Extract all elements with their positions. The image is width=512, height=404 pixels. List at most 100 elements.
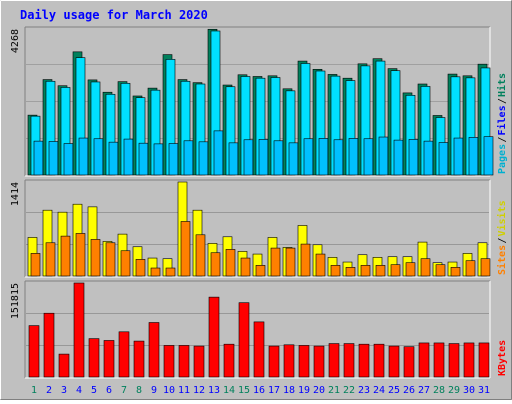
bar-kbytes-day-16 — [253, 321, 265, 378]
bar-sites-day-28 — [435, 264, 446, 277]
bar-kbytes-day-10 — [163, 345, 175, 378]
bar-pages-day-14 — [228, 142, 239, 176]
chart-title: Daily usage for March 2020 — [20, 8, 208, 22]
bar-pages-day-11 — [183, 140, 194, 176]
bar-pages-day-22 — [348, 138, 359, 176]
legend-separator: / — [497, 98, 508, 104]
bar-kbytes-day-23 — [358, 343, 370, 378]
day-label-20: 20 — [313, 385, 325, 396]
bar-sites-day-31 — [480, 258, 491, 277]
day-label-21: 21 — [328, 385, 340, 396]
legend-kbytes: KBytes — [497, 340, 508, 376]
day-label-10: 10 — [163, 385, 175, 396]
day-label-18: 18 — [283, 385, 295, 396]
bar-kbytes-day-30 — [463, 342, 475, 378]
bar-pages-day-18 — [288, 142, 299, 176]
bar-sites-day-15 — [240, 257, 251, 277]
bar-kbytes-day-13 — [208, 296, 220, 378]
bar-kbytes-day-1 — [28, 325, 40, 378]
bar-sites-day-23 — [360, 265, 371, 277]
bar-kbytes-day-20 — [313, 345, 325, 378]
day-label-30: 30 — [463, 385, 475, 396]
bar-pages-day-3 — [63, 143, 74, 176]
bar-kbytes-day-26 — [403, 346, 415, 378]
bar-kbytes-day-15 — [238, 302, 250, 378]
panel-1-ymax-label: 4268 — [10, 29, 21, 53]
day-label-9: 9 — [151, 385, 157, 396]
bar-pages-day-31 — [483, 136, 494, 176]
legend-hits: Hits — [496, 73, 508, 97]
day-label-13: 13 — [208, 385, 220, 396]
bar-kbytes-day-6 — [103, 340, 115, 378]
bar-pages-day-15 — [243, 139, 254, 176]
bar-sites-day-7 — [120, 250, 131, 277]
day-label-22: 22 — [343, 385, 355, 396]
bar-kbytes-day-5 — [88, 338, 100, 378]
legend-visits: Visits — [496, 200, 508, 236]
day-label-4: 4 — [76, 385, 82, 396]
bar-pages-day-5 — [93, 138, 104, 176]
bar-pages-day-2 — [48, 141, 59, 176]
bar-kbytes-day-28 — [433, 342, 445, 378]
bar-pages-day-16 — [258, 139, 269, 176]
bar-kbytes-day-9 — [148, 322, 160, 378]
day-label-14: 14 — [223, 385, 235, 396]
day-label-2: 2 — [46, 385, 52, 396]
day-label-1: 1 — [31, 385, 37, 396]
bar-sites-day-9 — [150, 267, 161, 277]
bar-sites-day-13 — [210, 252, 221, 277]
day-label-31: 31 — [478, 385, 490, 396]
bar-sites-day-14 — [225, 249, 236, 277]
bar-sites-day-4 — [75, 233, 86, 277]
bar-pages-day-24 — [378, 136, 389, 176]
legend-files: Files — [496, 105, 508, 135]
bar-sites-day-11 — [180, 221, 191, 277]
day-label-16: 16 — [253, 385, 265, 396]
bar-pages-day-7 — [123, 138, 134, 176]
bar-kbytes-day-21 — [328, 343, 340, 378]
bar-kbytes-day-31 — [478, 342, 490, 378]
panel-2-ymax-label: 1414 — [10, 182, 21, 206]
bar-pages-day-4 — [78, 137, 89, 176]
day-label-17: 17 — [268, 385, 280, 396]
day-label-5: 5 — [91, 385, 97, 396]
day-label-6: 6 — [106, 385, 112, 396]
bar-pages-day-21 — [333, 139, 344, 176]
bar-pages-day-10 — [168, 143, 179, 176]
legend-sites: Sites — [496, 245, 508, 275]
bar-sites-day-16 — [255, 265, 266, 277]
day-label-28: 28 — [433, 385, 445, 396]
bar-sites-day-8 — [135, 259, 146, 277]
legend-separator: / — [497, 136, 508, 142]
legend-pages: Pages — [497, 144, 508, 174]
bar-pages-day-26 — [408, 139, 419, 176]
bar-sites-day-26 — [405, 262, 416, 277]
bar-kbytes-day-12 — [193, 345, 205, 378]
day-label-23: 23 — [358, 385, 370, 396]
day-label-25: 25 — [388, 385, 400, 396]
day-label-29: 29 — [448, 385, 460, 396]
panel-3-ymax-label: 151815 — [10, 283, 21, 319]
bar-sites-day-19 — [300, 243, 311, 277]
bar-sites-day-25 — [390, 264, 401, 277]
bar-pages-day-1 — [33, 140, 44, 176]
bar-sites-day-10 — [165, 267, 176, 277]
bar-kbytes-day-22 — [343, 343, 355, 378]
bar-pages-day-25 — [393, 139, 404, 176]
day-label-12: 12 — [193, 385, 205, 396]
bar-kbytes-day-29 — [448, 343, 460, 378]
bar-kbytes-day-14 — [223, 343, 235, 378]
bar-sites-day-2 — [45, 242, 56, 277]
bar-pages-day-30 — [468, 137, 479, 176]
day-label-7: 7 — [121, 385, 127, 396]
day-label-11: 11 — [178, 385, 190, 396]
day-label-27: 27 — [418, 385, 430, 396]
bar-kbytes-day-2 — [43, 312, 55, 378]
bar-pages-day-28 — [438, 142, 449, 176]
bar-pages-day-27 — [423, 140, 434, 176]
bar-pages-day-9 — [153, 143, 164, 176]
bar-kbytes-day-4 — [73, 282, 85, 378]
bar-sites-day-17 — [270, 247, 281, 277]
bar-sites-day-5 — [90, 239, 101, 277]
